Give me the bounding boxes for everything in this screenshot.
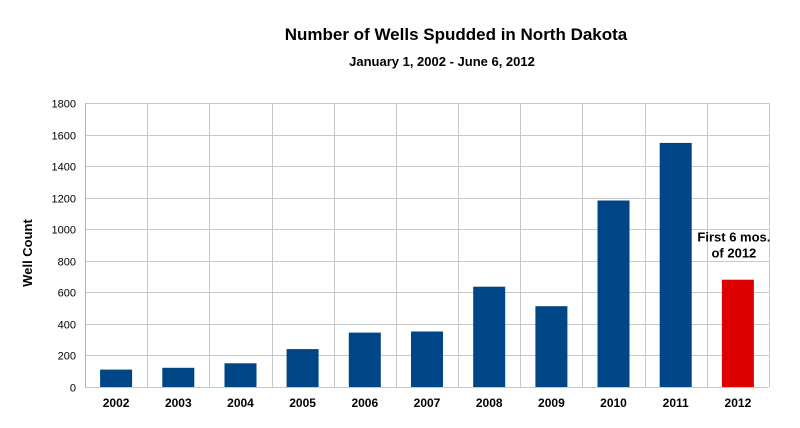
chart-subtitle: January 1, 2002 - June 6, 2012 xyxy=(349,54,535,69)
y-axis-label: Well Count xyxy=(20,219,35,287)
annotation: First 6 mos.of 2012 xyxy=(697,230,770,261)
bar-2006 xyxy=(348,332,381,387)
annotation-line: First 6 mos. xyxy=(697,230,770,245)
x-tick-label: 2003 xyxy=(165,396,192,410)
y-tick-label: 0 xyxy=(70,383,76,395)
y-tick-label: 1000 xyxy=(52,225,76,237)
bar-2003 xyxy=(162,367,195,387)
y-tick-label: 400 xyxy=(58,320,76,332)
y-tick-label: 800 xyxy=(58,257,76,269)
bar-2009 xyxy=(535,306,568,387)
bar-2008 xyxy=(473,286,506,387)
bar-2005 xyxy=(286,349,319,387)
x-tick-label: 2008 xyxy=(476,396,503,410)
chart-title: Number of Wells Spudded in North Dakota xyxy=(285,25,628,44)
bar-2004 xyxy=(224,363,257,387)
x-tick-label: 2010 xyxy=(600,396,627,410)
bar-2011 xyxy=(659,142,692,387)
x-tick-label: 2012 xyxy=(725,396,752,410)
y-tick-label: 1200 xyxy=(52,194,76,206)
x-tick-label: 2007 xyxy=(414,396,441,410)
y-tick-labels: 0 200 400 600 800 1000 1200 1400 1600 1800 xyxy=(52,99,76,395)
bar-2010 xyxy=(597,200,630,387)
bar-2007 xyxy=(411,331,443,387)
x-tick-labels: 2002 2003 2004 2005 2006 2007 2008 2009 2010 2011… xyxy=(103,396,752,410)
x-tick-label: 2002 xyxy=(103,396,130,410)
x-tick-label: 2006 xyxy=(351,396,378,410)
y-tick-label: 1800 xyxy=(52,99,76,111)
x-tick-label: 2011 xyxy=(663,396,689,410)
bar-2012 xyxy=(721,279,754,387)
y-tick-label: 1600 xyxy=(52,131,76,143)
grid-lines xyxy=(85,103,770,388)
y-tick-label: 600 xyxy=(58,288,76,300)
x-tick-label: 2009 xyxy=(538,396,565,410)
bar-2002 xyxy=(100,369,133,387)
y-tick-label: 200 xyxy=(58,351,76,363)
x-tick-label: 2004 xyxy=(227,396,254,410)
bars xyxy=(100,142,754,387)
y-tick-label: 1400 xyxy=(52,162,76,174)
x-tick-label: 2005 xyxy=(289,396,316,410)
annotation-line: of 2012 xyxy=(711,246,756,261)
